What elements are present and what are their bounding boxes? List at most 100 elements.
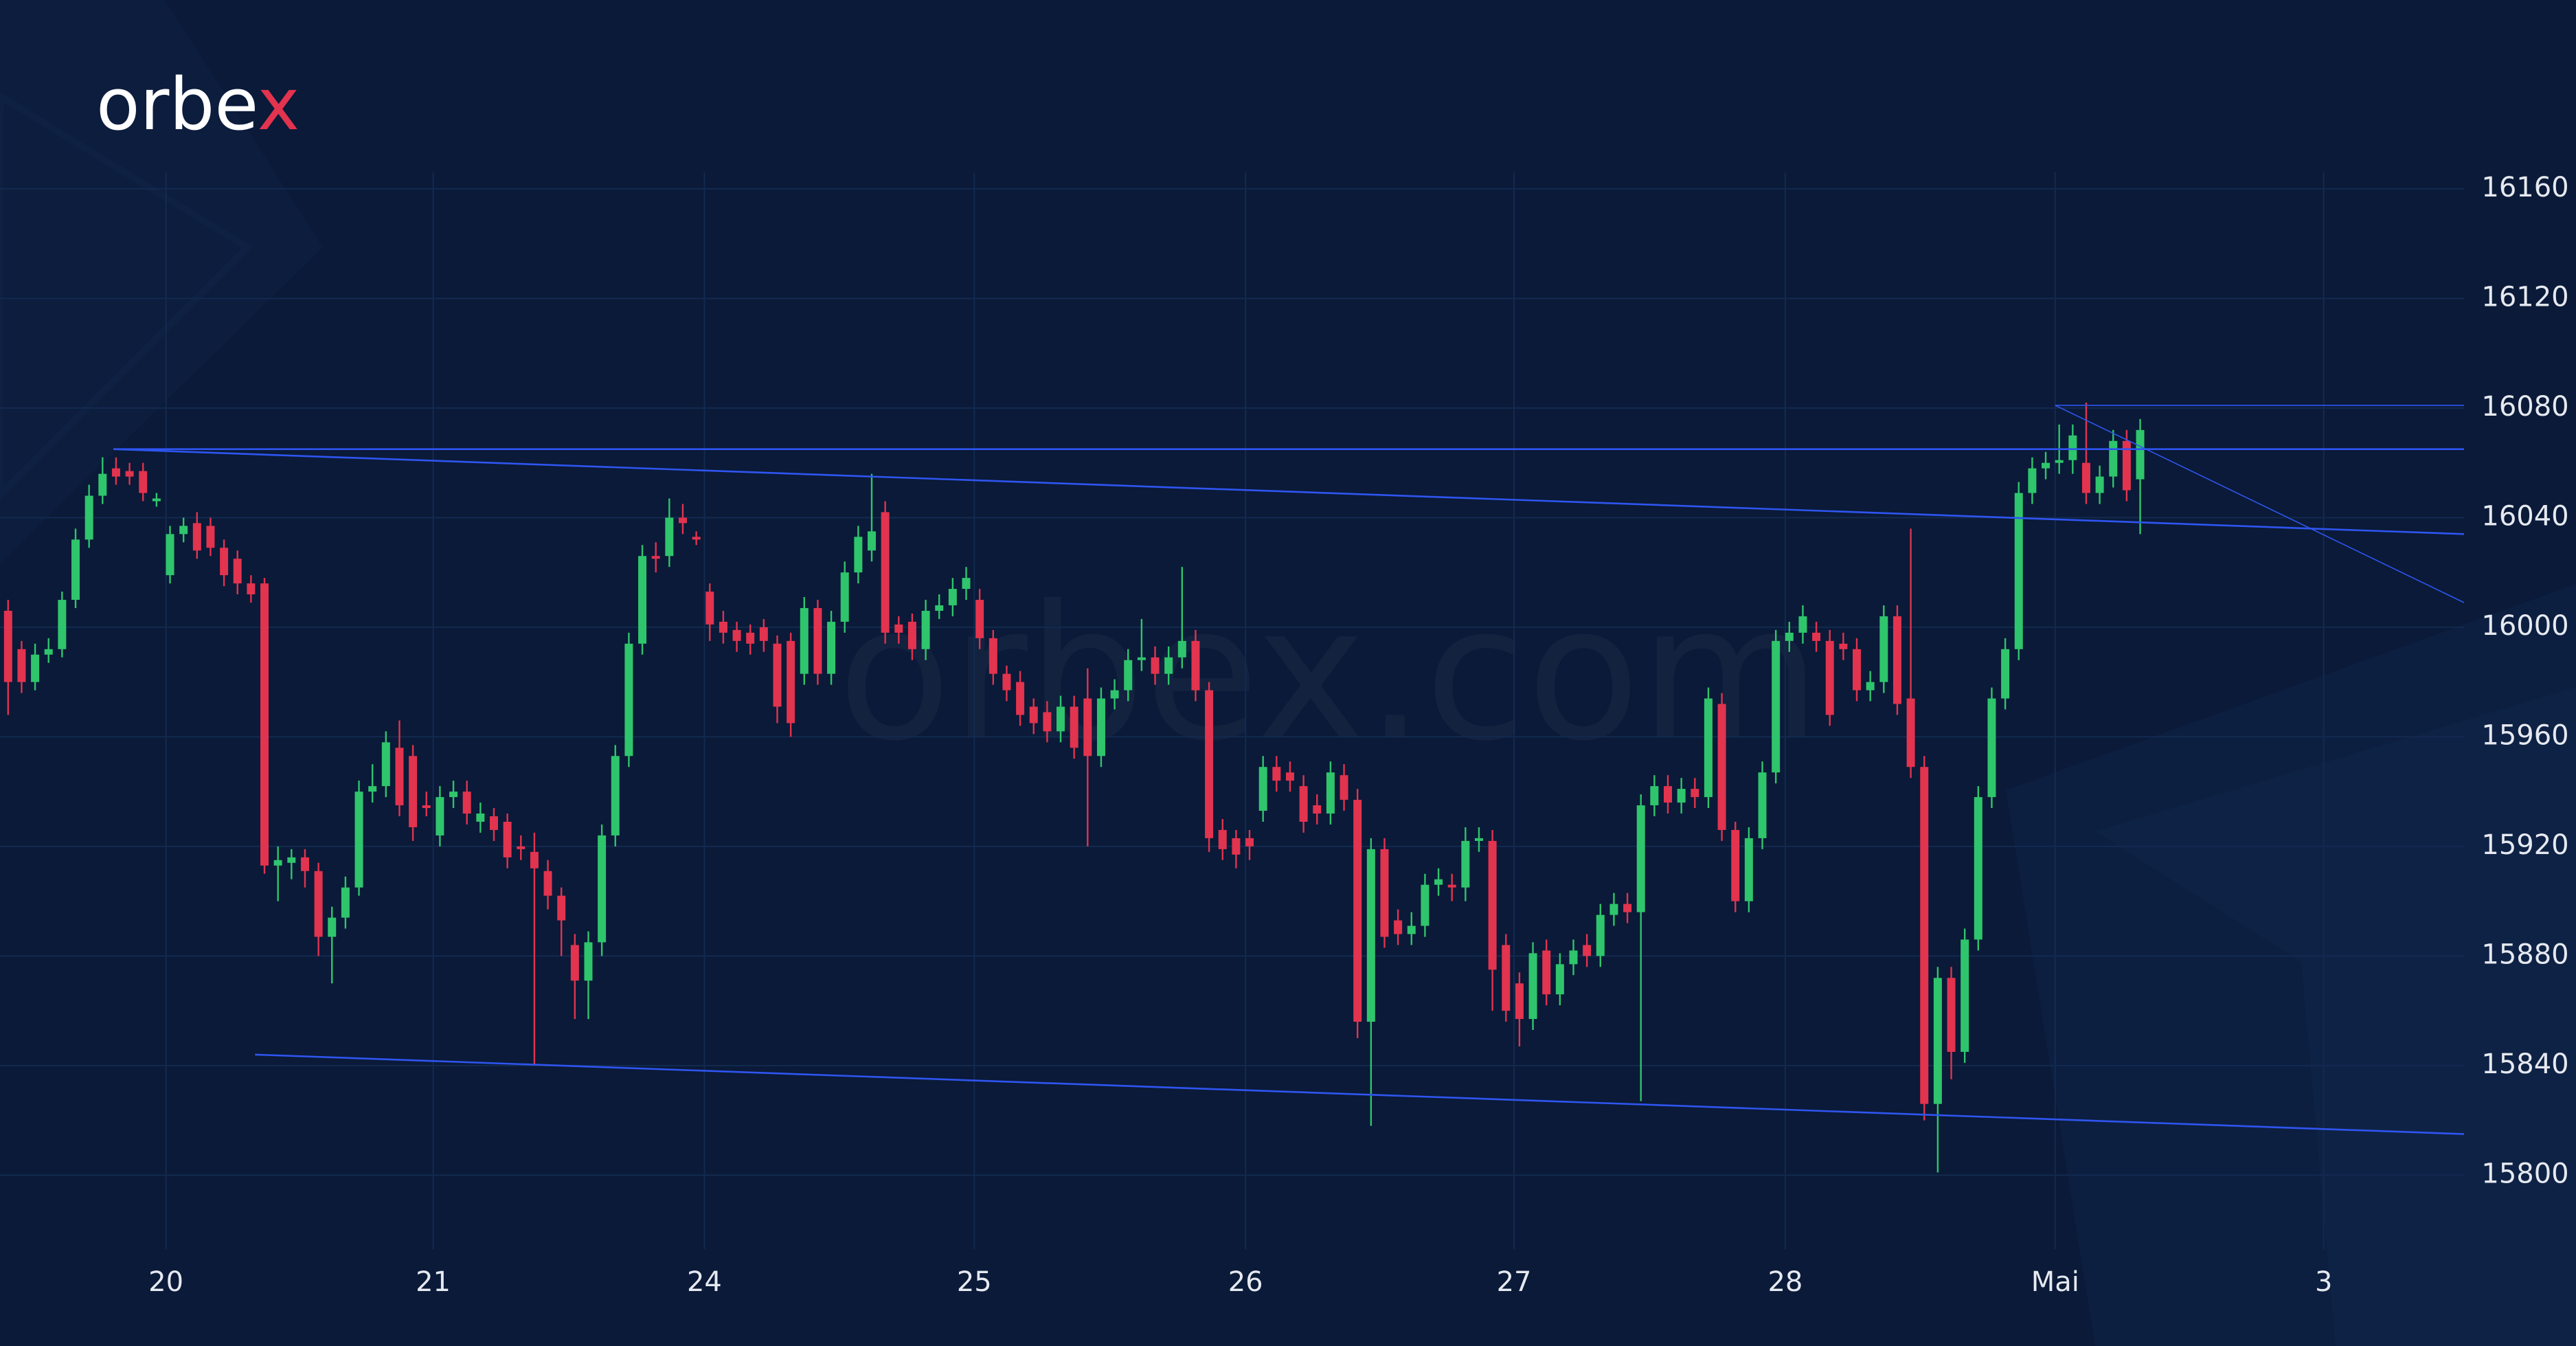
candle-body: [1070, 706, 1078, 748]
x-tick-label: 21: [416, 1266, 451, 1298]
candle-body: [1717, 704, 1726, 830]
candle-body: [1258, 767, 1267, 811]
candle-body: [1043, 712, 1052, 732]
y-tick-label: 15840: [2481, 1048, 2568, 1080]
logo: orbex: [96, 63, 300, 146]
candle-body: [1528, 953, 1537, 1020]
candle-body: [1029, 706, 1038, 724]
candle-body: [1974, 797, 1982, 940]
watermark: orbex.com: [837, 565, 1820, 782]
candle-body: [1380, 849, 1389, 937]
candle-body: [1353, 800, 1362, 1022]
candle-body: [395, 748, 404, 806]
candle-body: [409, 756, 418, 827]
y-tick-label: 16040: [2481, 500, 2568, 532]
candle-body: [1394, 920, 1403, 934]
candle-body: [1096, 698, 1105, 756]
candle-body: [71, 539, 80, 601]
candle-body: [907, 621, 916, 649]
candle-body: [1785, 632, 1794, 641]
candle-body: [1839, 643, 1848, 649]
candle-body: [287, 857, 296, 863]
candle-body: [1083, 698, 1092, 756]
candle-body: [1110, 690, 1119, 699]
candle-body: [1555, 964, 1564, 995]
candle-body: [341, 887, 350, 918]
candle-body: [988, 638, 997, 674]
candle-body: [1447, 884, 1456, 888]
candle-body: [503, 821, 512, 857]
candle-body: [1664, 786, 1673, 803]
candle-body: [1596, 915, 1605, 956]
candle-body: [3, 610, 12, 682]
candle-body: [1299, 786, 1308, 822]
candle-body: [840, 572, 849, 622]
candle-body: [827, 621, 836, 674]
candle-body: [1016, 682, 1025, 715]
candle-body: [462, 792, 471, 814]
candle-body: [1893, 616, 1901, 704]
candle-body: [139, 471, 148, 493]
candle-body: [1704, 698, 1713, 798]
candle-body: [1515, 983, 1524, 1020]
candle-body: [1758, 772, 1767, 838]
candle-body: [1340, 775, 1348, 800]
plot-area: [0, 172, 2465, 1249]
candle-body: [1461, 840, 1470, 888]
candle-body: [273, 860, 282, 866]
candle-body: [1285, 772, 1294, 781]
y-tick-label: 16160: [2481, 172, 2568, 203]
candle-body: [1744, 838, 1753, 901]
y-tick-label: 16000: [2481, 610, 2568, 642]
logo-text: orbe: [96, 63, 258, 146]
candle-body: [1366, 849, 1375, 1022]
candle-body: [1407, 926, 1416, 934]
candle-body: [84, 495, 93, 540]
candle-body: [314, 871, 323, 937]
candle-body: [1002, 673, 1011, 691]
candle-body: [557, 895, 566, 921]
candle-body: [111, 468, 120, 477]
candle-body: [1636, 805, 1645, 912]
x-tick-label: 20: [148, 1266, 183, 1298]
candle-body: [2001, 649, 2010, 699]
candle-body: [1798, 616, 1807, 633]
candle-body: [1218, 829, 1227, 849]
candle-body: [1987, 698, 1996, 798]
candle-body: [517, 846, 526, 849]
candle-body: [17, 649, 26, 682]
candle-body: [436, 797, 444, 835]
candle-body: [1879, 616, 1888, 682]
candle-body: [975, 600, 984, 638]
candle-body: [1623, 904, 1632, 912]
candle-body: [1569, 950, 1578, 965]
candle-body: [1232, 838, 1241, 855]
candle-body: [1933, 978, 1942, 1104]
candle-body: [2014, 493, 2023, 649]
candle-body: [894, 624, 903, 633]
candle-body: [692, 537, 701, 540]
candle-body: [328, 917, 337, 937]
candle-body: [2122, 440, 2131, 491]
x-tick-label: Mai: [2031, 1266, 2079, 1298]
y-tick-label: 16080: [2481, 391, 2568, 423]
candle-body: [638, 556, 647, 644]
candle-body: [489, 816, 498, 830]
candle-body: [800, 607, 809, 674]
x-tick-label: 28: [1767, 1266, 1803, 1298]
candle-body: [1057, 706, 1065, 732]
candle-body: [422, 805, 431, 809]
candle-body: [1691, 789, 1699, 798]
candle-body: [1731, 829, 1740, 901]
candle-body: [787, 640, 795, 724]
candle-body: [2055, 460, 2064, 463]
trendline: [255, 1053, 2465, 1135]
candle-body: [44, 649, 53, 655]
candle-body: [2109, 440, 2118, 477]
y-tick-label: 15800: [2481, 1158, 2568, 1189]
candle-body: [2081, 462, 2090, 493]
candle-body: [449, 792, 458, 798]
x-tick-label: 24: [687, 1266, 722, 1298]
y-tick-label: 16120: [2481, 281, 2568, 313]
candle-body: [192, 523, 201, 551]
